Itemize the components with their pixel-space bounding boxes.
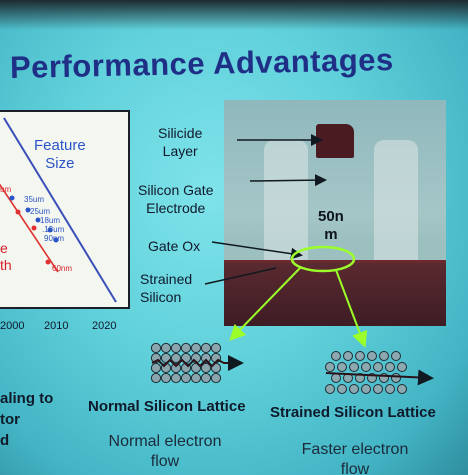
chart-label: 60nm [52,264,73,273]
normal-lattice [150,342,222,384]
label-line: Electrode [146,200,206,216]
label-line: Strained [140,271,193,287]
data-point-red [15,209,21,215]
desc-line: flow [150,453,180,470]
desc-line: Normal electron [108,433,222,450]
screen-edge [0,0,468,30]
red-trend-line [0,183,59,273]
data-point-red [31,225,37,231]
chart-side-label: th [0,257,12,273]
chart-label: .13um [42,225,65,234]
data-point [47,227,53,233]
arrow-to-normal [229,267,301,341]
chart-label: um [0,185,12,194]
scale-label: 50n m [318,208,344,244]
left-cut-text: aling to tor d [0,388,53,451]
strained-lattice-title: Strained Silicon Lattice [270,404,436,421]
x-tick: 2010 [44,320,69,332]
chart-title-line2: Size [45,155,75,172]
highlight-ellipse [290,245,356,273]
chart-svg [0,117,117,303]
strained-flow-arrow [325,369,434,386]
data-point [9,195,15,201]
desc-line: Faster electron [301,441,409,458]
label-line: Layer [162,143,198,159]
label-line: Silicon Gate [138,182,214,198]
trend-line [3,117,117,303]
gate-ox-label: Gate Ox [148,238,201,254]
gate-ox-arrow [211,241,303,260]
spacer-left [264,140,308,262]
normal-lattice-desc: Normal electron flow [100,432,230,472]
normal-flow-arrow [151,355,244,371]
strained-silicon-label: Strained Silicon [140,270,192,306]
strained-arrow [204,267,277,285]
chart-side-label: e [0,240,8,256]
x-tick: 2000 [0,320,25,332]
chart-title: Feature Size [34,137,86,173]
data-point [25,207,31,213]
strained-lattice [325,351,407,394]
data-point-red [45,259,51,265]
chart-label: 90nm [44,234,65,243]
chart-label: 35um [24,195,45,204]
normal-lattice-title: Normal Silicon Lattice [88,398,246,415]
gate-electrode-arrow [249,174,327,187]
chart-label: 18um [40,216,61,225]
spacer-right [374,140,418,262]
left-text-line: tor [0,411,20,428]
data-point [53,237,59,243]
left-text-line: d [0,432,10,449]
label-line: Silicon [140,289,182,305]
label-line: 50n [318,208,344,225]
arrow-to-strained [335,269,368,348]
x-tick: 2020 [92,320,117,332]
feature-size-chart [0,110,130,309]
chart-title-line1: Feature [34,137,86,154]
data-point [35,217,41,223]
label-line: m [324,226,338,243]
desc-line: flow [340,461,370,475]
chart-label: 25um [30,207,51,216]
label-line: Silicide [158,125,203,141]
strained-lattice-desc: Faster electron flow [290,440,420,475]
silicide-label: Silicide Layer [158,124,202,160]
left-text-line: aling to [0,390,54,407]
gate-electrode-label: Silicon Gate Electrode [138,181,213,217]
